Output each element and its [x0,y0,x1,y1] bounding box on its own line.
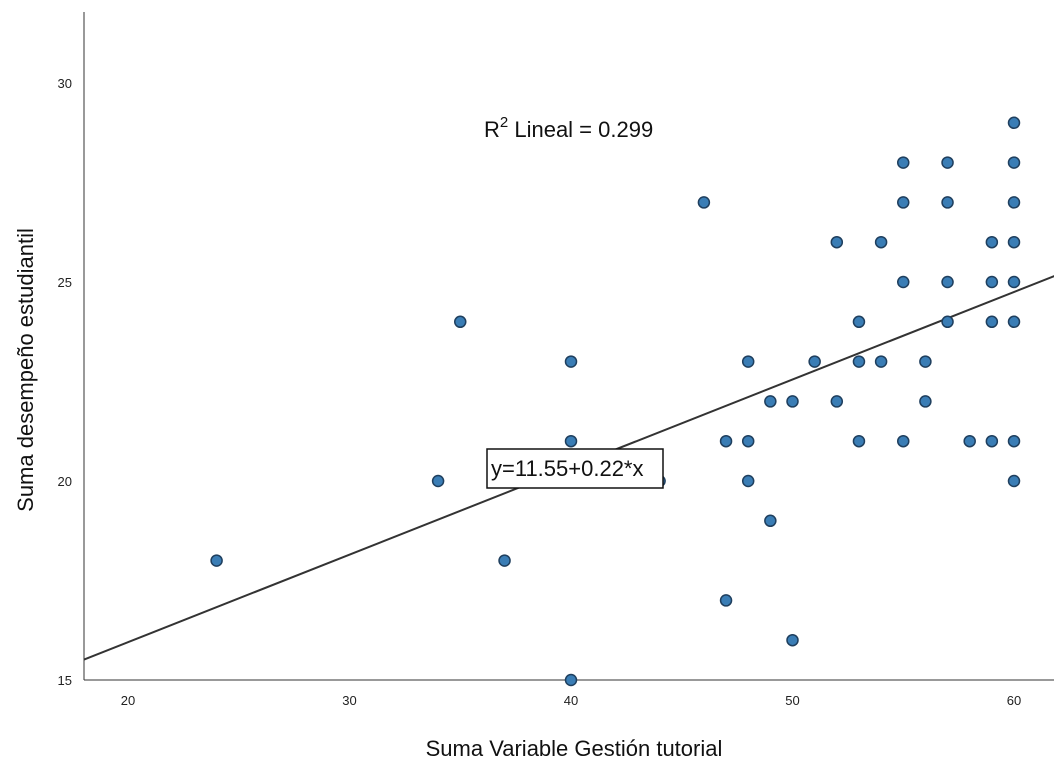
data-point [764,395,777,408]
data-point [764,514,777,528]
data-point [210,554,223,567]
data-point [897,156,910,169]
data-point [874,235,888,249]
data-points [210,116,1021,687]
r2-annotation: R2 Lineal = 0.299 [484,114,653,142]
data-point [919,395,932,408]
data-point [741,434,755,448]
equation-box: y=11.55+0.22*x [486,448,664,489]
data-point [498,554,511,567]
data-point [919,355,932,368]
data-point [454,315,467,329]
equation-label: y=11.55+0.22*x [491,456,644,481]
y-tick-label: 25 [58,275,72,290]
data-point [985,235,999,249]
x-tick-label: 30 [342,693,356,708]
data-point [941,315,954,329]
data-point [431,474,445,488]
data-point [741,474,755,488]
data-point [985,315,999,329]
data-point [941,156,954,169]
data-point [963,434,976,448]
data-point [941,196,954,209]
x-ticks: 20 30 40 50 60 [121,693,1021,708]
data-point [564,434,578,448]
data-point [1007,235,1021,249]
data-point [897,434,910,448]
data-point [1007,474,1021,488]
data-point [897,196,910,209]
data-point [719,434,733,448]
x-tick-label: 40 [564,693,578,708]
data-point [874,355,888,368]
y-tick-label: 15 [58,673,72,688]
data-point [1007,434,1021,448]
data-point [719,594,733,607]
y-ticks: 15 20 25 30 [58,76,72,688]
x-tick-label: 60 [1007,693,1021,708]
data-point [564,355,578,368]
data-point [1007,116,1021,130]
data-point [808,355,821,368]
data-point [1007,275,1021,289]
data-point [941,275,954,289]
data-point [1007,196,1021,209]
data-point [830,235,844,249]
data-point [852,434,866,448]
data-point [852,355,866,368]
data-point [985,275,999,289]
y-tick-label: 20 [58,474,72,489]
data-point [852,315,866,329]
x-axis-title: Suma Variable Gestión tutorial [426,736,723,760]
data-point [985,434,999,448]
data-point [897,275,910,289]
x-tick-label: 20 [121,693,135,708]
data-point [697,196,711,209]
data-point [1007,156,1021,169]
data-point [564,673,578,687]
x-tick-label: 50 [785,693,799,708]
data-point [786,395,799,408]
y-axis-title: Suma desempeño estudiantil [13,228,38,512]
y-tick-label: 30 [58,76,72,91]
data-point [786,633,799,647]
data-point [830,395,844,408]
data-point [1007,315,1021,329]
data-point [741,355,755,368]
